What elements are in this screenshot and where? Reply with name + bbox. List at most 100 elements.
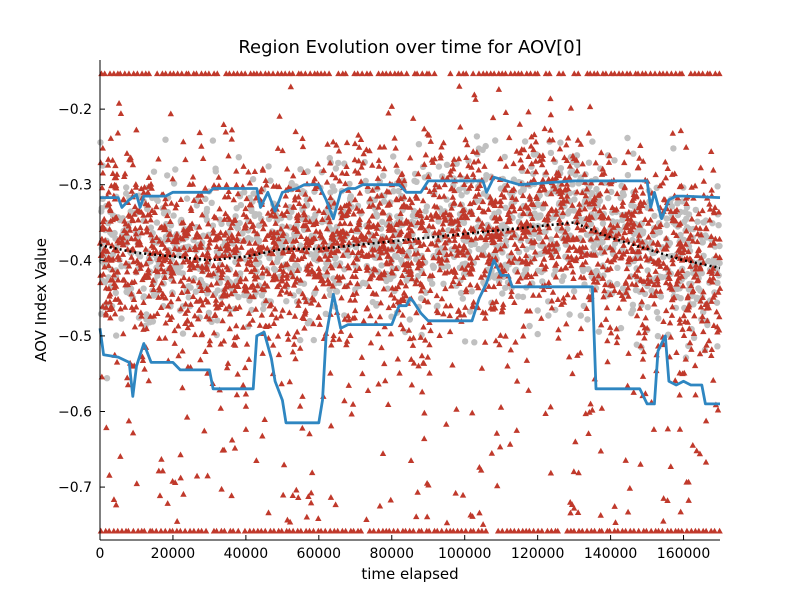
red-triangle-point	[597, 447, 605, 454]
red-triangle-point	[141, 272, 149, 278]
red-triangle-point	[358, 163, 365, 170]
red-triangle-point	[379, 450, 387, 456]
red-triangle-point	[424, 246, 432, 252]
gray-point	[443, 161, 451, 168]
red-triangle-point	[573, 156, 580, 163]
red-triangle-point	[601, 248, 608, 255]
red-triangle-point	[109, 170, 117, 176]
red-triangle-point	[184, 230, 192, 237]
red-triangle-point	[538, 261, 545, 267]
gray-point	[273, 258, 281, 266]
red-triangle-point	[402, 282, 410, 289]
red-triangle-point	[522, 233, 529, 239]
red-triangle-point	[183, 413, 191, 420]
red-triangle-point	[624, 284, 632, 291]
red-triangle-point	[142, 217, 150, 224]
red-triangle-point	[190, 277, 197, 284]
red-triangle-point	[686, 339, 694, 346]
red-triangle-point	[622, 527, 629, 534]
red-triangle-point	[175, 295, 182, 302]
red-triangle-point	[479, 207, 487, 214]
red-triangle-point	[635, 527, 642, 534]
red-triangle-point	[369, 161, 376, 168]
red-triangle-point	[444, 174, 451, 181]
red-triangle-point	[624, 236, 631, 243]
red-triangle-point	[488, 450, 496, 456]
red-triangle-point	[512, 338, 519, 345]
red-triangle-point	[497, 198, 504, 204]
red-triangle-point	[357, 233, 365, 239]
red-triangle-point	[292, 278, 299, 285]
red-triangle-point	[265, 70, 272, 77]
y-tick-label: −0.6	[58, 404, 92, 420]
red-triangle-point	[632, 255, 639, 262]
red-triangle-point	[320, 238, 327, 245]
red-triangle-point	[349, 315, 357, 321]
red-triangle-point	[301, 211, 308, 218]
gray-point	[390, 188, 397, 195]
red-triangle-point	[507, 234, 515, 241]
red-triangle-point	[410, 527, 417, 534]
red-triangle-point	[601, 169, 608, 176]
red-triangle-point	[465, 262, 472, 268]
red-triangle-point	[634, 248, 641, 255]
red-triangle-point	[570, 293, 578, 300]
red-triangle-point	[261, 220, 268, 227]
gray-point	[170, 212, 177, 219]
red-triangle-point	[612, 519, 619, 526]
red-triangle-point	[341, 397, 348, 404]
gray-point	[699, 239, 706, 246]
red-triangle-point	[699, 207, 706, 214]
red-triangle-point	[326, 252, 334, 258]
red-triangle-point	[474, 185, 481, 192]
red-triangle-point	[295, 297, 303, 304]
red-triangle-point	[703, 300, 711, 306]
red-triangle-point	[213, 243, 220, 250]
red-triangle-point	[351, 307, 359, 314]
red-triangle-point	[633, 312, 641, 319]
red-triangle-point	[341, 233, 348, 239]
gray-point	[657, 293, 665, 300]
red-triangle-point	[259, 264, 266, 270]
red-triangle-point	[643, 527, 650, 534]
gray-point	[502, 237, 510, 245]
red-triangle-point	[620, 242, 627, 248]
red-triangle-point	[552, 185, 559, 192]
gray-point	[715, 222, 722, 229]
red-triangle-point	[680, 312, 688, 319]
red-triangle-point	[105, 527, 113, 534]
red-triangle-point	[512, 196, 520, 202]
red-triangle-point	[558, 188, 566, 195]
red-triangle-point	[250, 293, 257, 300]
red-triangle-point	[591, 527, 598, 534]
red-triangle-point	[540, 186, 548, 193]
red-triangle-point	[695, 527, 703, 534]
red-triangle-point	[626, 485, 634, 491]
red-triangle-point	[621, 229, 628, 236]
upper-bound-line	[100, 175, 721, 221]
red-triangle-point	[283, 222, 290, 229]
red-triangle-point	[511, 299, 518, 306]
red-triangle-point	[138, 229, 145, 236]
red-triangle-point	[672, 70, 679, 77]
red-triangle-point	[407, 457, 415, 463]
red-triangle-point	[202, 184, 209, 191]
red-triangle-point	[279, 147, 286, 154]
red-triangle-point	[603, 187, 611, 194]
red-triangle-point	[560, 197, 567, 203]
red-triangle-point	[602, 281, 609, 288]
red-triangle-point	[546, 70, 553, 77]
red-triangle-point	[688, 183, 695, 190]
red-triangle-point	[188, 321, 195, 327]
red-triangle-point	[351, 140, 359, 147]
red-triangle-point	[547, 403, 554, 410]
red-triangle-point	[297, 70, 305, 77]
red-triangle-point	[228, 492, 235, 499]
red-triangle-point	[114, 276, 122, 283]
red-triangle-point	[442, 285, 449, 292]
red-triangle-point	[440, 192, 448, 199]
red-triangle-point	[469, 70, 477, 77]
red-triangle-point	[310, 204, 317, 211]
gray-point	[624, 171, 632, 179]
red-triangle-point	[638, 298, 646, 305]
